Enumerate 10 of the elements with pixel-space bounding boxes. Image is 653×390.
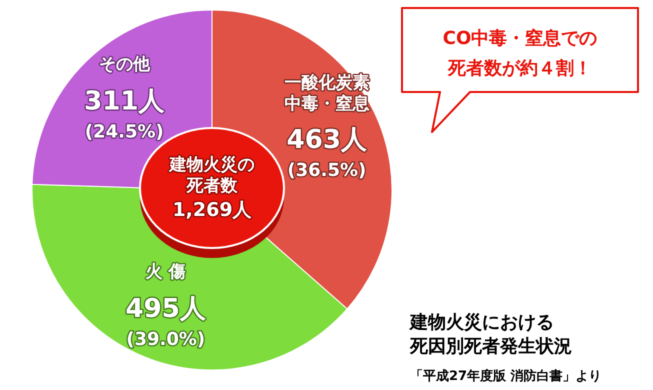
data-label: 495人 (39.0%) [126,294,207,350]
data-label: 311人 (24.5%) [84,86,166,143]
data-label: 463人 (36.5%) [286,125,368,182]
text: 「平成27年度版 消防白書」より [410,368,602,384]
text: 建物火災における死因別死者発生状況 [408,312,572,357]
text: 1,269人 [172,199,253,221]
text: 建物火災の死者数 [168,155,254,196]
slice-label: その他 [98,54,151,75]
text: CO中毒・窒息での死者数が約４割！ [442,28,598,79]
slice-label: 火 傷 [146,262,186,282]
